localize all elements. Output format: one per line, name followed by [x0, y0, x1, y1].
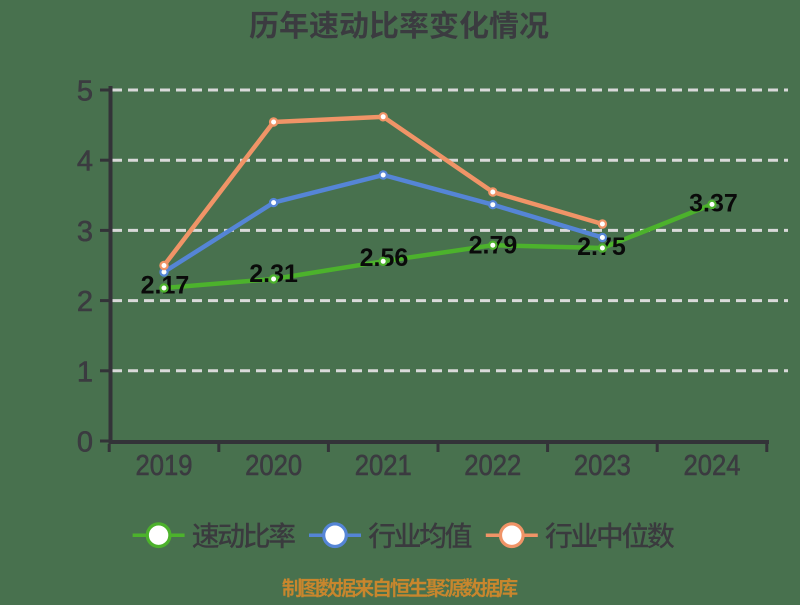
svg-text:2.31: 2.31	[249, 260, 298, 288]
svg-text:2: 2	[77, 286, 93, 318]
svg-text:2021: 2021	[355, 450, 412, 482]
svg-text:3: 3	[77, 216, 93, 248]
svg-text:1: 1	[77, 356, 93, 388]
svg-text:2023: 2023	[574, 450, 631, 482]
svg-text:2022: 2022	[464, 450, 521, 482]
svg-text:2019: 2019	[136, 450, 193, 482]
svg-text:5: 5	[77, 76, 93, 108]
svg-text:4: 4	[77, 146, 93, 178]
svg-text:2020: 2020	[245, 450, 302, 482]
svg-text:0: 0	[77, 427, 93, 459]
svg-text:2024: 2024	[684, 450, 741, 482]
